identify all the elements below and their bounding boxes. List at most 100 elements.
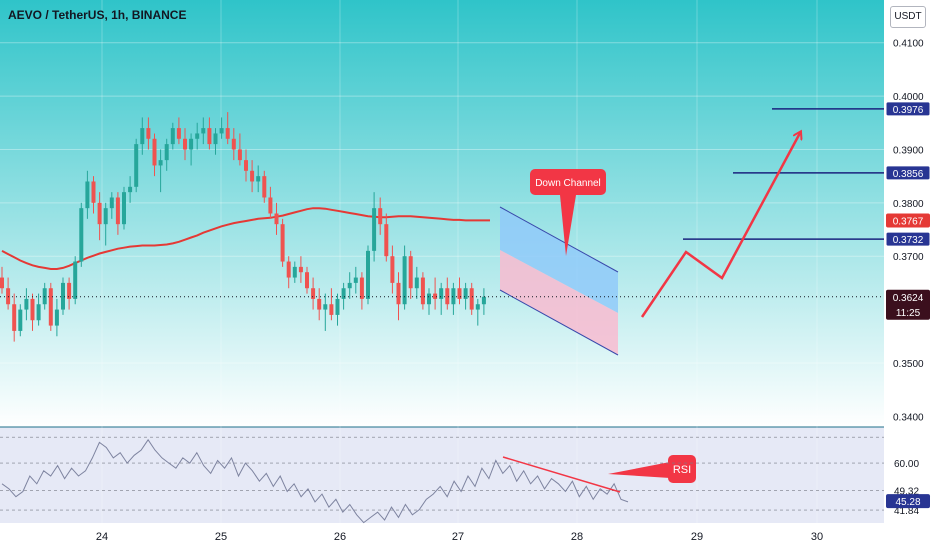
candle: [24, 288, 29, 321]
candle: [0, 266, 4, 294]
price-label-text: 0.3624: [893, 293, 924, 304]
candle: [250, 160, 255, 193]
candle: [359, 272, 364, 310]
candle: [298, 256, 303, 283]
candle: [481, 288, 486, 315]
candle: [317, 288, 322, 321]
candle-body: [61, 282, 65, 310]
candle: [97, 192, 102, 241]
candle-body: [18, 309, 23, 331]
down-channel-callout[interactable]: Down Channel: [530, 169, 606, 256]
currency-button[interactable]: USDT: [890, 6, 926, 28]
candle-body: [12, 304, 17, 331]
candle: [463, 282, 468, 310]
candle: [18, 304, 23, 337]
candle: [109, 192, 114, 219]
candle-body: [219, 128, 224, 134]
candle: [189, 133, 194, 166]
candle: [280, 218, 285, 267]
candle-body: [225, 128, 230, 139]
candle-body: [24, 298, 29, 310]
candle-body: [134, 144, 139, 187]
candle-body: [146, 128, 151, 139]
price-pane-background: [0, 0, 884, 427]
candle-body: [433, 293, 438, 299]
rsi-current-label: 45.28: [895, 497, 920, 508]
rsi-pane-background: [0, 427, 884, 523]
candle: [292, 261, 297, 283]
projection-path[interactable]: [640, 133, 800, 318]
price-label-text: 0.3732: [893, 235, 924, 246]
callouts[interactable]: Down Channel RSI: [530, 169, 696, 483]
candle-body: [408, 256, 413, 289]
projection-arrow[interactable]: [640, 133, 800, 318]
channel-upper-line[interactable]: [499, 206, 619, 273]
candle-body: [451, 288, 456, 305]
candle-body: [170, 128, 175, 145]
candle-body: [91, 181, 96, 203]
axis-labels: 0.4100 0.4000 0.3900 0.3800 0.3700 0.3500 0.34…: [96, 39, 924, 543]
down-channel[interactable]: [499, 206, 619, 356]
candle-body: [67, 282, 72, 299]
price-label-bg: [885, 231, 931, 247]
callout-box: [668, 455, 696, 483]
callout-box: [530, 169, 606, 195]
candle-body: [140, 128, 145, 145]
candle-body: [475, 304, 480, 310]
candle-body: [305, 272, 309, 289]
candle-body: [384, 224, 389, 257]
rsi-tick-label: 41.84: [894, 506, 919, 517]
channel-lower-line[interactable]: [499, 289, 619, 356]
candle: [311, 277, 316, 310]
candle-body: [164, 144, 169, 161]
candle: [6, 277, 11, 310]
candle-body: [48, 288, 53, 326]
time-axis-panel[interactable]: [0, 523, 884, 550]
rsi-callout[interactable]: RSI: [608, 455, 696, 483]
channel-lower-fill[interactable]: [500, 250, 618, 355]
rsi-trend-line: [502, 456, 621, 493]
channel-upper-fill[interactable]: [500, 207, 618, 313]
candle: [67, 277, 72, 310]
candle: [335, 293, 340, 326]
time-tick-label: 28: [571, 531, 583, 543]
candle-body: [457, 288, 462, 299]
candle: [115, 192, 120, 235]
candle: [176, 117, 181, 145]
candle: [85, 170, 90, 219]
price-axis-panel[interactable]: [884, 0, 932, 550]
callout-pointer: [608, 462, 670, 478]
price-label-text: 0.3976: [893, 105, 924, 116]
price-tick-label: 0.3700: [893, 252, 924, 263]
candle-body: [115, 197, 120, 225]
candle: [48, 282, 53, 331]
candle-body: [323, 304, 328, 310]
candle-body: [256, 176, 261, 182]
candle: [475, 298, 480, 326]
candle-body: [189, 138, 194, 150]
candle: [122, 186, 126, 230]
candle: [91, 176, 96, 214]
candles: [0, 112, 884, 342]
candle: [457, 277, 462, 305]
price-tick-label: 0.3400: [893, 412, 924, 423]
candle: [73, 256, 78, 305]
candle-body: [463, 288, 468, 299]
target-lines[interactable]: 0.3976 0.3856 0.3767 0.3732 0.3624 11:25: [683, 101, 931, 320]
candle: [469, 282, 474, 315]
down-channel-label: Down Channel: [535, 178, 601, 189]
candle: [146, 117, 151, 150]
candle-body: [274, 213, 279, 225]
candle-body: [311, 288, 316, 299]
candle-body: [250, 170, 255, 182]
candle-body: [378, 208, 383, 225]
candle-body: [292, 266, 297, 278]
time-tick-label: 25: [215, 531, 227, 543]
candle: [378, 197, 383, 235]
candle: [79, 202, 84, 267]
time-tick-label: 26: [334, 531, 346, 543]
price-tick-label: 0.3800: [893, 199, 924, 210]
candle-body: [390, 256, 395, 283]
